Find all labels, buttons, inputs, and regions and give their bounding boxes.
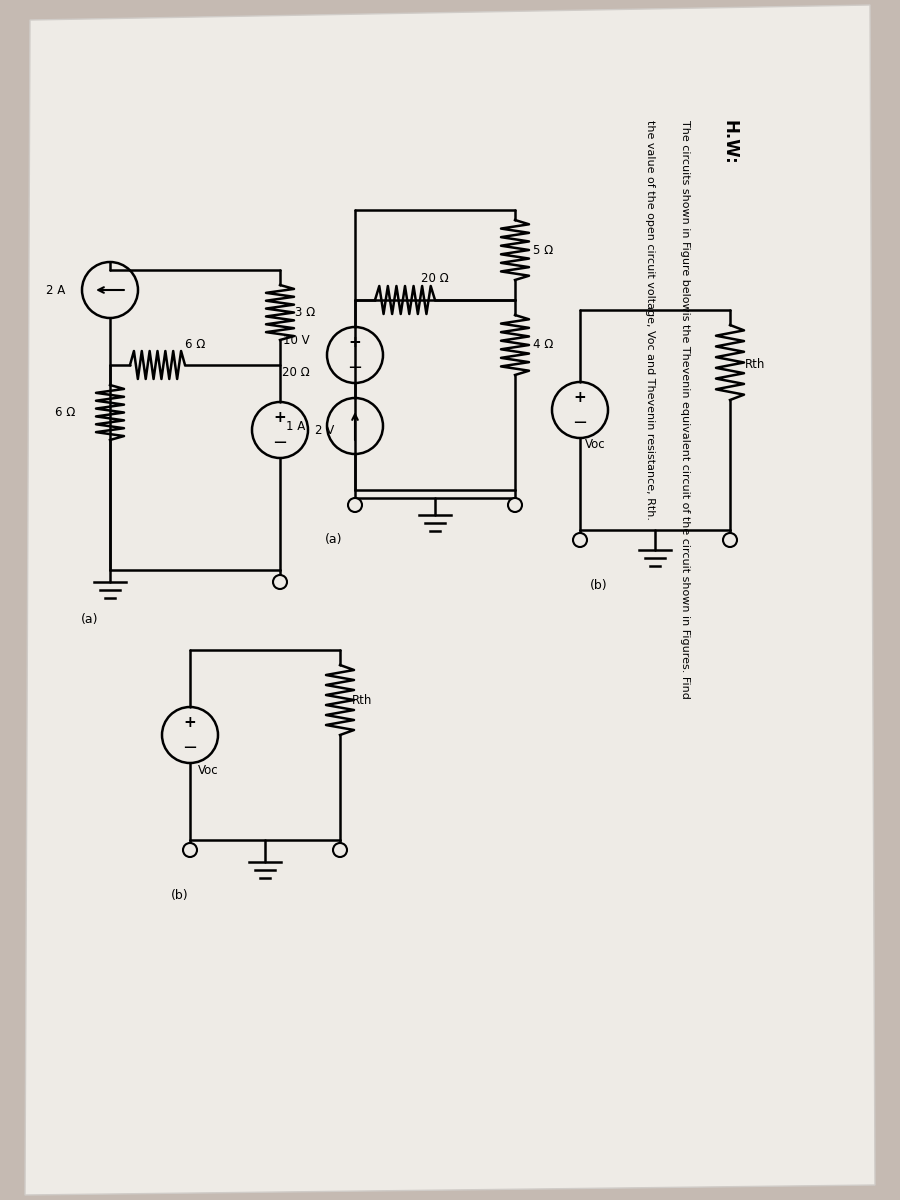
Text: 5 Ω: 5 Ω <box>533 244 554 257</box>
Circle shape <box>183 842 197 857</box>
Circle shape <box>333 842 347 857</box>
Text: 1 A: 1 A <box>286 420 305 432</box>
Text: Rth: Rth <box>745 359 765 372</box>
Polygon shape <box>25 5 875 1195</box>
Text: −: − <box>347 359 363 377</box>
Circle shape <box>573 533 587 547</box>
Text: 6 Ω: 6 Ω <box>55 406 75 419</box>
Text: −: − <box>273 433 288 451</box>
Text: 2 A: 2 A <box>46 283 65 296</box>
Text: 6 Ω: 6 Ω <box>184 338 205 352</box>
Text: 4 Ω: 4 Ω <box>533 338 554 352</box>
Text: +: + <box>184 715 196 730</box>
Text: 20 Ω: 20 Ω <box>421 271 449 284</box>
Text: +: + <box>348 335 362 350</box>
Circle shape <box>723 533 737 547</box>
Text: 3 Ω: 3 Ω <box>295 306 315 318</box>
Circle shape <box>273 575 287 589</box>
Text: (a): (a) <box>81 613 99 626</box>
Text: Voc: Voc <box>585 438 606 451</box>
Circle shape <box>508 498 522 512</box>
Text: 2 V: 2 V <box>315 424 334 437</box>
Text: −: − <box>183 738 198 757</box>
Text: 10 V: 10 V <box>284 334 310 347</box>
Text: The circuits shown in Figure belowis the Thevenin equivalent circuit of the circ: The circuits shown in Figure belowis the… <box>680 120 690 698</box>
Text: Voc: Voc <box>198 763 219 776</box>
Text: (b): (b) <box>590 578 608 592</box>
Text: Rth: Rth <box>352 694 373 707</box>
Text: 20 Ω: 20 Ω <box>283 366 310 379</box>
Circle shape <box>348 498 362 512</box>
Text: +: + <box>573 390 587 404</box>
Text: +: + <box>274 410 286 425</box>
Text: (a): (a) <box>325 534 343 546</box>
Text: −: − <box>572 414 588 432</box>
Text: H.W:: H.W: <box>720 120 738 164</box>
Text: (b): (b) <box>171 888 189 901</box>
Text: the value of the open circuit voltage, Voc and Thevenin resistance, Rth.: the value of the open circuit voltage, V… <box>645 120 655 520</box>
